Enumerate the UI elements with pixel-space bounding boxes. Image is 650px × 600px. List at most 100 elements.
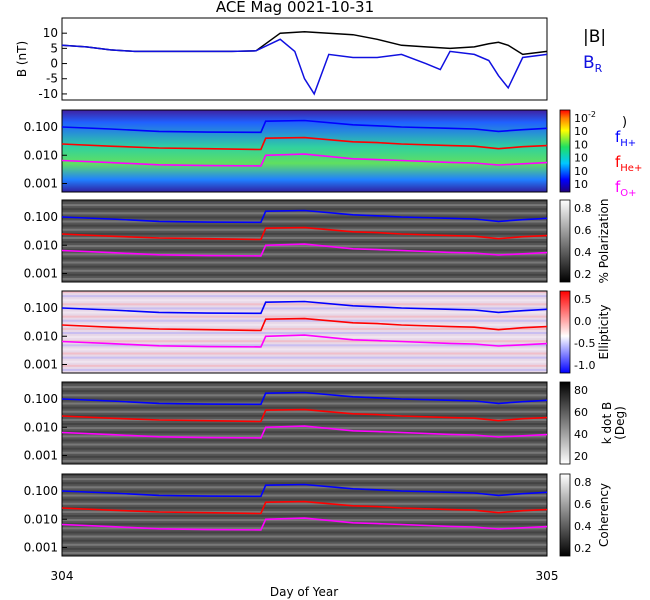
colorbar (559, 473, 571, 557)
x-axis-label: Day of Year (270, 585, 338, 599)
freq-y-tick-label: 0.100 (24, 301, 58, 315)
spectrogram-image (62, 474, 547, 556)
freq-y-tick-label: 0.001 (24, 266, 58, 280)
b-y-tick-label: 10 (43, 26, 58, 40)
spectrogram-image (62, 200, 547, 282)
gyro-line-heplus (61, 500, 548, 515)
spectrogram-texture (62, 382, 547, 462)
legend-f-heplus: fHe+ (615, 153, 642, 174)
freq-y-tick-label: 0.001 (24, 448, 58, 462)
colorbar-tick-label: 10 (574, 125, 588, 138)
colorbar-tick-label: 20 (574, 450, 588, 463)
polarization-panel: 0.100 0.010 0.001 0.8 0.6 0.4 0.2 % Polarizatio… (24, 199, 611, 284)
colorbar-tick-label: 10 (574, 165, 588, 178)
panel-frame (61, 381, 548, 465)
colorbar (559, 381, 571, 465)
freq-y-tick-label: 0.010 (24, 420, 58, 434)
colorbar-tick-label: 0.8 (574, 202, 592, 215)
panel-frame (61, 290, 548, 374)
colorbar-tick-label: 0.2 (574, 542, 592, 555)
x-tick-label-304: 304 (51, 569, 74, 583)
colorbar-tick-label: 10 (574, 138, 588, 151)
colorbar-tick-label: 0.6 (574, 224, 592, 237)
b-y-tick-label: 0 (50, 57, 58, 71)
freq-y-tick-label: 0.010 (24, 148, 58, 162)
b-y-tick-label: 5 (50, 41, 58, 55)
colorbar-label: Coherency (597, 483, 611, 547)
b-y-axis-label: B (nT) (15, 41, 29, 77)
gyro-line-hplus (61, 119, 548, 134)
colorbar-tick-label: 0.4 (574, 520, 592, 533)
freq-y-tick-label: 0.100 (24, 484, 58, 498)
colorbar-tick-label: 40 (574, 428, 588, 441)
panel-frame (61, 109, 548, 193)
gyro-line-oplus (61, 425, 548, 439)
b-plot-frame (61, 17, 548, 101)
spectrogram-image (62, 382, 547, 464)
gyro-line-oplus (61, 334, 548, 348)
b-radial-line (61, 38, 548, 96)
colorbar-tick-label: 10-2 (574, 110, 596, 125)
gyro-line-hplus (61, 300, 548, 315)
colorbar-tick-label: 10 (574, 178, 588, 191)
spectrogram-image (62, 110, 547, 192)
legend-b-total: |B| (583, 27, 606, 47)
colorbar-tick-label: -0.5 (574, 337, 595, 350)
chart-title: ACE Mag 0021-10-31 (216, 0, 374, 16)
coherency-panel: 0.100 0.010 0.001 0.8 0.6 0.4 0.2 Coherency (24, 473, 611, 557)
legend-f-hplus: fH+ (615, 128, 636, 149)
b-field-panel: 105 0-5-10 B (nT) |B| BR (15, 17, 606, 101)
colorbar-label: ) (622, 115, 627, 130)
gyro-line-heplus (61, 317, 548, 332)
freq-y-tick-label: 0.100 (24, 120, 58, 134)
colorbar-tick-label: 0.8 (574, 476, 592, 489)
colorbar (559, 199, 571, 283)
colorbar-tick-label: 0.0 (574, 315, 592, 328)
colorbar-tick-label: 0.2 (574, 268, 592, 281)
kdotb-panel: 0.100 0.010 0.001 80 60 40 20 k dot B (Deg) (24, 381, 627, 465)
colorbar-tick-label: 10 (574, 152, 588, 165)
spectrogram-image (62, 291, 547, 373)
x-tick-label-305: 305 (536, 569, 559, 583)
gyro-line-hplus (61, 391, 548, 406)
legend-b-radial: BR (583, 53, 603, 75)
gyro-line-hplus (61, 209, 548, 224)
b-y-ticks: 105 0-5-10 (38, 26, 67, 101)
gyro-line-hplus (61, 483, 548, 498)
spectrogram-texture (62, 291, 547, 371)
spectrogram-texture (62, 474, 547, 554)
gyro-line-oplus (61, 243, 548, 257)
spectral-panels: 0.1000.0100.00110-21010101010)0.1000.010… (24, 109, 627, 557)
gyro-line-heplus (61, 408, 548, 423)
colorbar-label-line: (Deg) (613, 406, 627, 440)
spectrogram-texture (62, 200, 547, 280)
colorbar-tick-label: 60 (574, 406, 588, 419)
panel-frame (61, 199, 548, 283)
b-y-tick-label: -5 (46, 72, 58, 86)
freq-y-tick-label: 0.001 (24, 540, 58, 554)
b-series (61, 30, 548, 96)
freq-y-tick-label: 0.010 (24, 512, 58, 526)
legend-f-oplus: fO+ (615, 178, 637, 199)
colorbar-label: % Polarization (597, 199, 611, 284)
colorbar-tick-exponent: -2 (588, 110, 596, 119)
gyro-line-heplus (61, 136, 548, 151)
colorbar-label: Ellipticity (597, 305, 611, 360)
colorbar-tick-label: 0.4 (574, 246, 592, 259)
colorbar-tick-label: 80 (574, 384, 588, 397)
b-y-tick-label: -10 (38, 87, 58, 101)
colorbar-label-line: k dot B (600, 402, 614, 444)
gyro-line-heplus (61, 226, 548, 241)
freq-y-tick-label: 0.100 (24, 210, 58, 224)
gyro-line-oplus (61, 153, 548, 167)
colorbar-tick-label: 0.5 (574, 293, 592, 306)
colorbar (559, 290, 571, 374)
freq-y-tick-label: 0.001 (24, 357, 58, 371)
colorbar (559, 109, 571, 193)
freq-y-tick-label: 0.010 (24, 238, 58, 252)
freq-y-tick-label: 0.001 (24, 176, 58, 190)
freq-y-tick-label: 0.010 (24, 329, 58, 343)
